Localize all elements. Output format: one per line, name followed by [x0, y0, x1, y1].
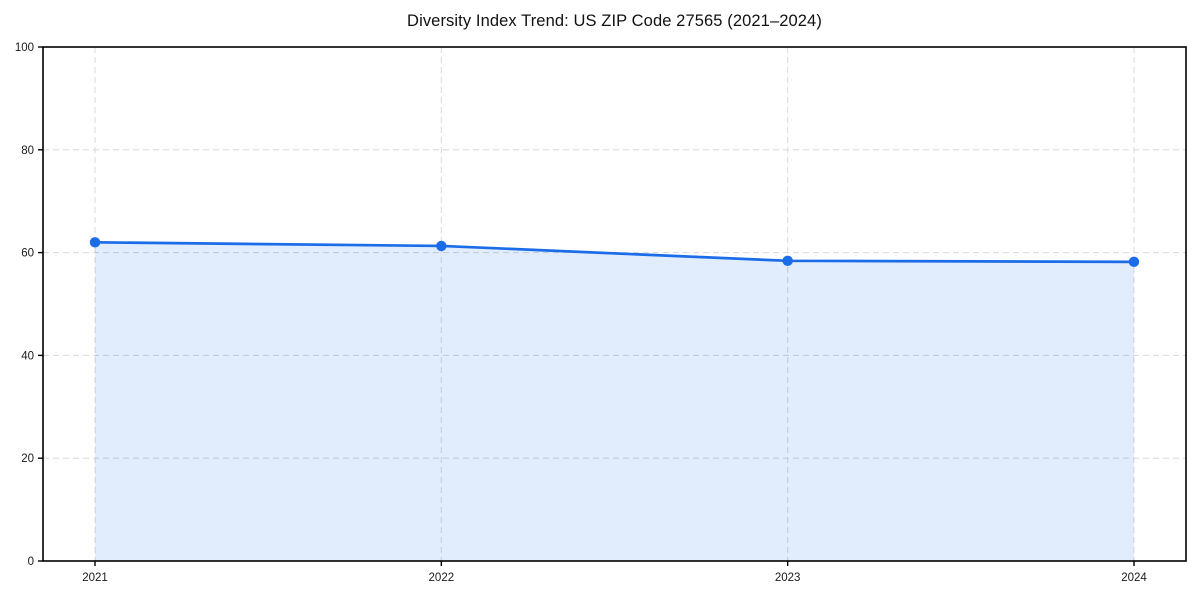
y-tick-label: 80 — [21, 145, 34, 157]
y-tick-label: 40 — [21, 350, 34, 362]
plot-border — [42, 46, 1187, 562]
chart-title: Diversity Index Trend: US ZIP Code 27565… — [407, 12, 822, 30]
data-point-marker — [1128, 256, 1140, 268]
x-tick-label: 2023 — [775, 572, 801, 584]
x-tick-label: 2024 — [1121, 572, 1147, 584]
y-tick-label: 60 — [21, 248, 34, 260]
data-point-marker — [436, 240, 447, 252]
y-tick-label: 0 — [28, 556, 34, 568]
data-point-marker — [89, 237, 101, 248]
area-fill — [95, 242, 1134, 561]
trend-line — [93, 240, 1136, 264]
data-point-marker — [782, 255, 793, 267]
y-tick-label: 20 — [21, 453, 34, 465]
y-tick-label: 100 — [15, 42, 34, 54]
x-tick-label: 2021 — [82, 572, 108, 584]
x-tick-label: 2022 — [429, 572, 455, 584]
